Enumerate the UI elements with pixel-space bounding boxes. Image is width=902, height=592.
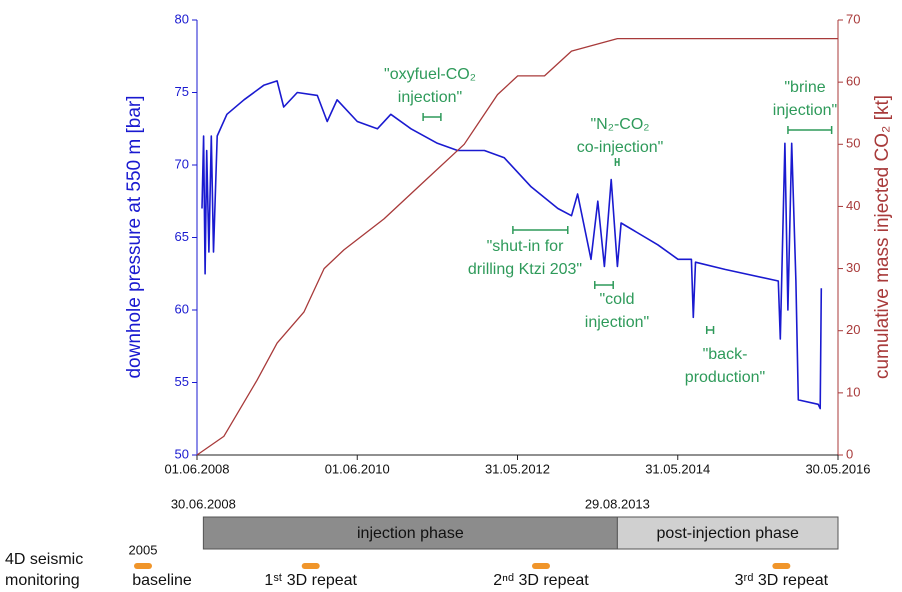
monitoring-label: monitoring bbox=[5, 572, 80, 589]
phase-start-label: 29.08.2013 bbox=[585, 496, 650, 511]
survey-marker bbox=[531, 563, 550, 569]
survey-marker bbox=[772, 563, 791, 569]
survey-label: 3ʳᵈ 3D repeat bbox=[735, 572, 829, 589]
annotation-bracket bbox=[512, 226, 569, 234]
series-line bbox=[201, 80, 823, 410]
annotation-bracket bbox=[594, 281, 614, 289]
annotation: injection" bbox=[773, 102, 837, 119]
series-line bbox=[196, 37, 838, 456]
y2-tick-label: 20 bbox=[846, 322, 860, 337]
y2-tick-label: 60 bbox=[846, 74, 860, 89]
annotation: "N₂-CO₂ bbox=[591, 116, 650, 133]
survey-marker bbox=[134, 563, 152, 569]
y-tick-label: 50 bbox=[175, 446, 189, 461]
y-tick-label: 75 bbox=[175, 84, 189, 99]
monitoring-label: 4D seismic bbox=[5, 551, 83, 568]
y2-tick-label: 40 bbox=[846, 198, 860, 213]
annotation-bracket bbox=[705, 326, 715, 334]
x-tick-label: 30.05.2016 bbox=[805, 461, 870, 476]
x-tick-label: 01.06.2008 bbox=[164, 461, 229, 476]
x-tick-label: 01.06.2010 bbox=[325, 461, 390, 476]
y2-tick-label: 10 bbox=[846, 384, 860, 399]
annotation-bracket bbox=[614, 158, 620, 166]
y-tick-label: 70 bbox=[175, 156, 189, 171]
phase-bar bbox=[202, 516, 618, 550]
y-tick-label: 55 bbox=[175, 374, 189, 389]
x-tick-label: 31.05.2014 bbox=[645, 461, 710, 476]
y-axis-title: downhole pressure at 550 m [bar] bbox=[124, 95, 145, 378]
survey-year: 2005 bbox=[129, 542, 158, 557]
phase-label: injection phase bbox=[357, 525, 464, 542]
phase-label: post-injection phase bbox=[657, 525, 799, 542]
x-tick-label: 31.05.2012 bbox=[485, 461, 550, 476]
annotation: injection" bbox=[585, 314, 649, 331]
annotation-bracket bbox=[422, 113, 442, 121]
phase-start-label: 30.06.2008 bbox=[171, 496, 236, 511]
y2-axis-title: cumulative mass injected CO₂ [kt] bbox=[872, 95, 893, 379]
y2-tick-label: 70 bbox=[846, 11, 860, 26]
survey-label: 1ˢᵗ 3D repeat bbox=[264, 572, 357, 589]
annotation: "cold bbox=[599, 291, 634, 308]
phase-bar bbox=[616, 516, 839, 550]
annotation: "back- bbox=[703, 346, 748, 363]
survey-marker bbox=[301, 563, 320, 569]
y2-tick-label: 0 bbox=[846, 446, 853, 461]
annotation: "shut-in for bbox=[487, 238, 564, 255]
annotation: drilling Ktzi 203" bbox=[468, 261, 582, 278]
annotation: "brine bbox=[784, 79, 825, 96]
annotation: "oxyfuel-CO₂ bbox=[384, 66, 476, 83]
y-tick-label: 60 bbox=[175, 301, 189, 316]
survey-label: 2ⁿᵈ 3D repeat bbox=[493, 572, 589, 589]
y-tick-label: 65 bbox=[175, 229, 189, 244]
annotation: injection" bbox=[398, 89, 462, 106]
annotation-bracket bbox=[787, 126, 833, 134]
survey-label: baseline bbox=[132, 572, 192, 589]
y2-tick-label: 30 bbox=[846, 260, 860, 275]
y2-tick-label: 50 bbox=[846, 136, 860, 151]
annotation: production" bbox=[685, 369, 765, 386]
annotation: co-injection" bbox=[577, 139, 664, 156]
y-tick-label: 80 bbox=[175, 11, 189, 26]
